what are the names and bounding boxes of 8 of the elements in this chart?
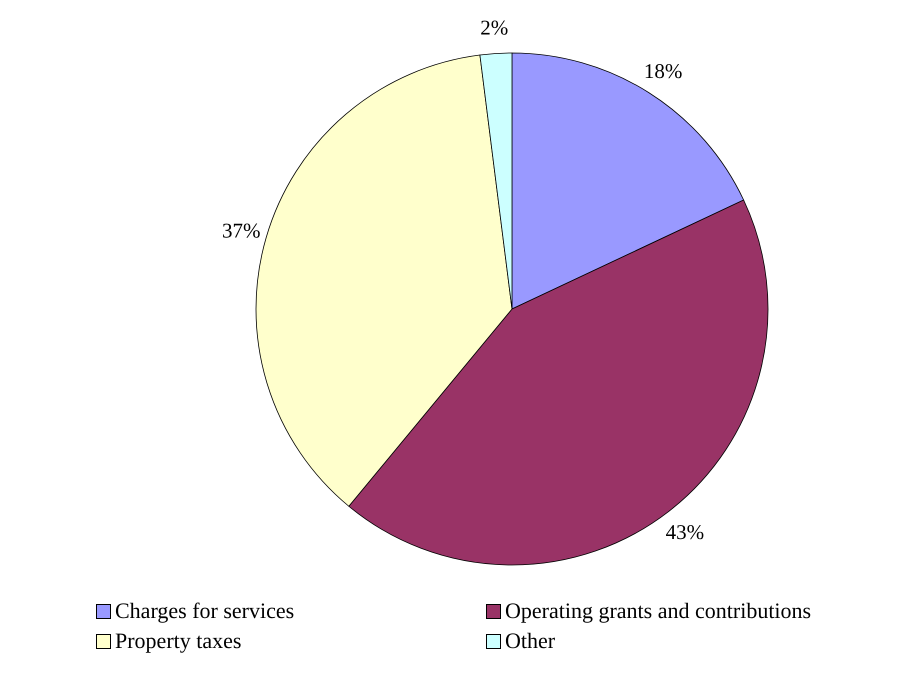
legend-label: Operating grants and contributions	[505, 598, 812, 624]
legend-label: Property taxes	[115, 628, 242, 654]
data-label: 43%	[666, 520, 704, 544]
data-label: 37%	[222, 218, 260, 242]
legend-label: Other	[505, 628, 556, 654]
legend-label: Charges for services	[115, 598, 294, 624]
data-label: 18%	[644, 58, 682, 83]
data-label: 2%	[480, 16, 508, 40]
